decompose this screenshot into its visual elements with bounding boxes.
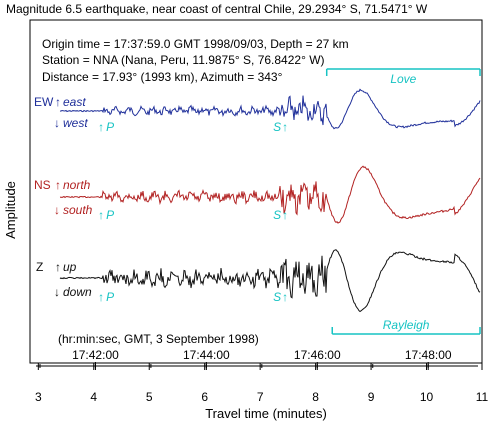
ns-p-arrival-arrow: ↑ bbox=[98, 208, 104, 222]
z-p-arrival-arrow: ↑ bbox=[98, 290, 104, 304]
ew-component-label: EW bbox=[34, 95, 54, 109]
x-tick-label-9: 9 bbox=[368, 390, 375, 404]
ns-up-arrow: ↑ bbox=[55, 178, 61, 192]
z-down-arrow: ↓ bbox=[54, 285, 60, 299]
z-p-label: P bbox=[106, 290, 114, 304]
x-tick-label-4: 4 bbox=[90, 390, 97, 404]
z-down-label: down bbox=[63, 285, 92, 299]
ns-p-label: P bbox=[106, 208, 114, 222]
ns-component-label: NS bbox=[34, 178, 51, 192]
y-axis-label: Amplitude bbox=[3, 181, 18, 239]
info-station: Station = NNA (Nana, Peru, 11.9875° S, 7… bbox=[42, 53, 325, 67]
love-window: Love bbox=[327, 69, 480, 86]
ew-up-arrow: ↑ bbox=[55, 95, 61, 109]
x-tick-label-10: 10 bbox=[420, 390, 434, 404]
x-tick-label-7: 7 bbox=[257, 390, 264, 404]
z-trace bbox=[60, 250, 480, 312]
gmt-tick-label-2: 17:46:00 bbox=[294, 348, 341, 362]
z-component-label: Z bbox=[36, 260, 43, 274]
x-tick-label-6: 6 bbox=[201, 390, 208, 404]
gmt-tick-label-3: 17:48:00 bbox=[405, 348, 452, 362]
ns-trace bbox=[60, 166, 480, 223]
x-tick-label-11: 11 bbox=[476, 390, 489, 404]
ew-s-arrival-arrow: ↑ bbox=[282, 120, 288, 134]
ns-up-label: north bbox=[63, 178, 91, 192]
ew-down-arrow: ↓ bbox=[54, 116, 60, 130]
ew-up-label: east bbox=[63, 95, 86, 109]
ns-s-arrival-arrow: ↑ bbox=[282, 208, 288, 222]
ns-down-arrow: ↓ bbox=[54, 203, 60, 217]
ew-trace bbox=[60, 89, 480, 128]
ew-p-label: P bbox=[106, 120, 114, 134]
ew-down-label: west bbox=[63, 116, 88, 130]
ew-s-label: S bbox=[273, 120, 281, 134]
x-tick-label-3: 3 bbox=[35, 390, 42, 404]
rayleigh-window: Rayleigh bbox=[332, 318, 480, 334]
ew-p-arrival-arrow: ↑ bbox=[98, 120, 104, 134]
rayleigh-label: Rayleigh bbox=[383, 318, 430, 332]
x-axis-label: Travel time (minutes) bbox=[205, 406, 327, 421]
z-s-label: S bbox=[273, 290, 281, 304]
x-tick-label-8: 8 bbox=[312, 390, 319, 404]
info-distance: Distance = 17.93° (1993 km), Azimuth = 3… bbox=[42, 70, 283, 84]
z-up-label: up bbox=[63, 260, 77, 274]
gmt-axis-label: (hr:min:sec, GMT, 3 September 1998) bbox=[58, 332, 259, 346]
x-tick-label-5: 5 bbox=[146, 390, 153, 404]
z-up-arrow: ↑ bbox=[55, 260, 61, 274]
z-s-arrival-arrow: ↑ bbox=[282, 290, 288, 304]
love-label: Love bbox=[390, 72, 416, 86]
gmt-tick-label-0: 17:42:00 bbox=[72, 348, 119, 362]
info-origin-time: Origin time = 17:37:59.0 GMT 1998/09/03,… bbox=[42, 37, 349, 51]
ns-down-label: south bbox=[63, 203, 93, 217]
gmt-tick-label-1: 17:44:00 bbox=[183, 348, 230, 362]
ns-s-label: S bbox=[273, 208, 281, 222]
